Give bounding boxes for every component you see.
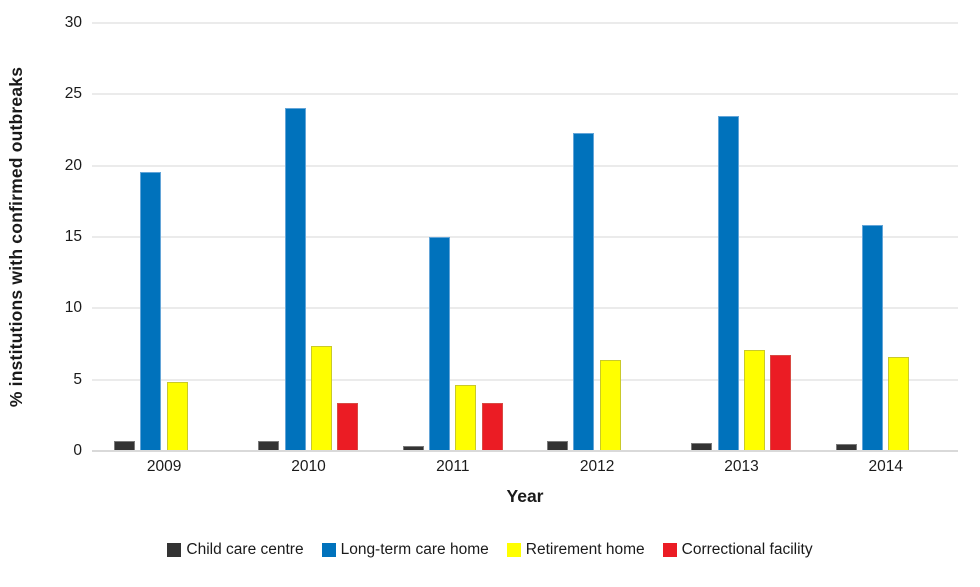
bar-child-care-centre-2011 bbox=[402, 446, 424, 450]
bar-long-term-care-home-2012 bbox=[573, 132, 595, 450]
legend-label: Child care centre bbox=[186, 541, 304, 558]
bar-long-term-care-home-2013 bbox=[717, 115, 739, 450]
bar-group-2011 bbox=[402, 23, 503, 450]
gridline-0 bbox=[92, 450, 958, 452]
legend-item-long-term-care-home: Long-term care home bbox=[321, 541, 489, 559]
bar-long-term-care-home-2009 bbox=[140, 172, 162, 450]
legend-swatch-icon bbox=[506, 543, 521, 557]
gridline-15 bbox=[92, 236, 958, 238]
y-tick-label-25: 25 bbox=[64, 85, 82, 103]
x-axis-ticks: 2009 2010 2011 2012 2013 2014 bbox=[92, 458, 958, 476]
x-tick-label-2012: 2012 bbox=[579, 458, 615, 475]
bar-child-care-centre-2010 bbox=[258, 441, 280, 450]
x-axis-title: Year bbox=[506, 486, 544, 506]
legend-item-child-care-centre: Child care centre bbox=[167, 541, 304, 559]
legend-item-retirement-home: Retirement home bbox=[506, 541, 645, 559]
y-tick-label-15: 15 bbox=[64, 228, 82, 245]
legend-label: Correctional facility bbox=[681, 541, 813, 558]
bar-group-2013 bbox=[691, 23, 792, 450]
bar-group-2014 bbox=[835, 23, 936, 450]
chart-legend: Child care centre Long-term care home Reti… bbox=[0, 541, 980, 559]
plot-area bbox=[92, 22, 958, 452]
x-tick-label-2014: 2014 bbox=[868, 458, 904, 475]
x-tick-label-2011: 2011 bbox=[436, 458, 470, 475]
y-tick-label-30: 30 bbox=[64, 14, 82, 31]
gridline-20 bbox=[92, 164, 958, 167]
legend-swatch-icon bbox=[662, 543, 677, 557]
bar-long-term-care-home-2014 bbox=[862, 225, 884, 450]
bar-groups bbox=[92, 23, 958, 450]
bar-long-term-care-home-2010 bbox=[284, 108, 306, 450]
legend-label: Long-term care home bbox=[340, 541, 489, 558]
bar-correctional-facility-2011 bbox=[481, 403, 503, 450]
gridline-30 bbox=[92, 22, 958, 24]
bar-retirement-home-2011 bbox=[455, 384, 477, 450]
bar-group-2010 bbox=[258, 23, 359, 450]
bar-retirement-home-2012 bbox=[599, 360, 621, 450]
bar-child-care-centre-2009 bbox=[114, 441, 136, 450]
gridline-25 bbox=[92, 93, 958, 96]
bar-retirement-home-2013 bbox=[744, 350, 766, 450]
x-tick-label-2010: 2010 bbox=[291, 458, 326, 475]
x-tick-label-2013: 2013 bbox=[724, 458, 759, 475]
bar-group-2009 bbox=[114, 23, 214, 450]
bar-retirement-home-2009 bbox=[166, 381, 188, 450]
y-tick-label-20: 20 bbox=[64, 156, 82, 174]
bar-correctional-facility-2013 bbox=[770, 354, 792, 450]
bar-correctional-facility-2010 bbox=[337, 403, 359, 450]
bar-retirement-home-2010 bbox=[311, 346, 333, 450]
y-axis-ticks: 0 5 10 15 20 25 30 bbox=[0, 14, 82, 459]
y-tick-label-5: 5 bbox=[73, 370, 82, 388]
legend-item-correctional-facility: Correctional facility bbox=[662, 541, 813, 559]
gridline-10 bbox=[92, 307, 958, 310]
y-tick-label-10: 10 bbox=[64, 299, 82, 317]
legend-swatch-icon bbox=[321, 543, 336, 557]
y-tick-label-0: 0 bbox=[73, 442, 82, 459]
bar-retirement-home-2014 bbox=[888, 357, 910, 450]
legend-label: Retirement home bbox=[525, 541, 645, 558]
bar-long-term-care-home-2011 bbox=[429, 236, 451, 450]
x-tick-label-2009: 2009 bbox=[146, 458, 182, 475]
legend-swatch-icon bbox=[167, 543, 182, 557]
bar-child-care-centre-2014 bbox=[835, 443, 857, 450]
bar-child-care-centre-2012 bbox=[547, 441, 569, 450]
bar-group-2012 bbox=[547, 23, 647, 450]
gridline-5 bbox=[92, 378, 958, 381]
bar-child-care-centre-2013 bbox=[691, 442, 713, 450]
